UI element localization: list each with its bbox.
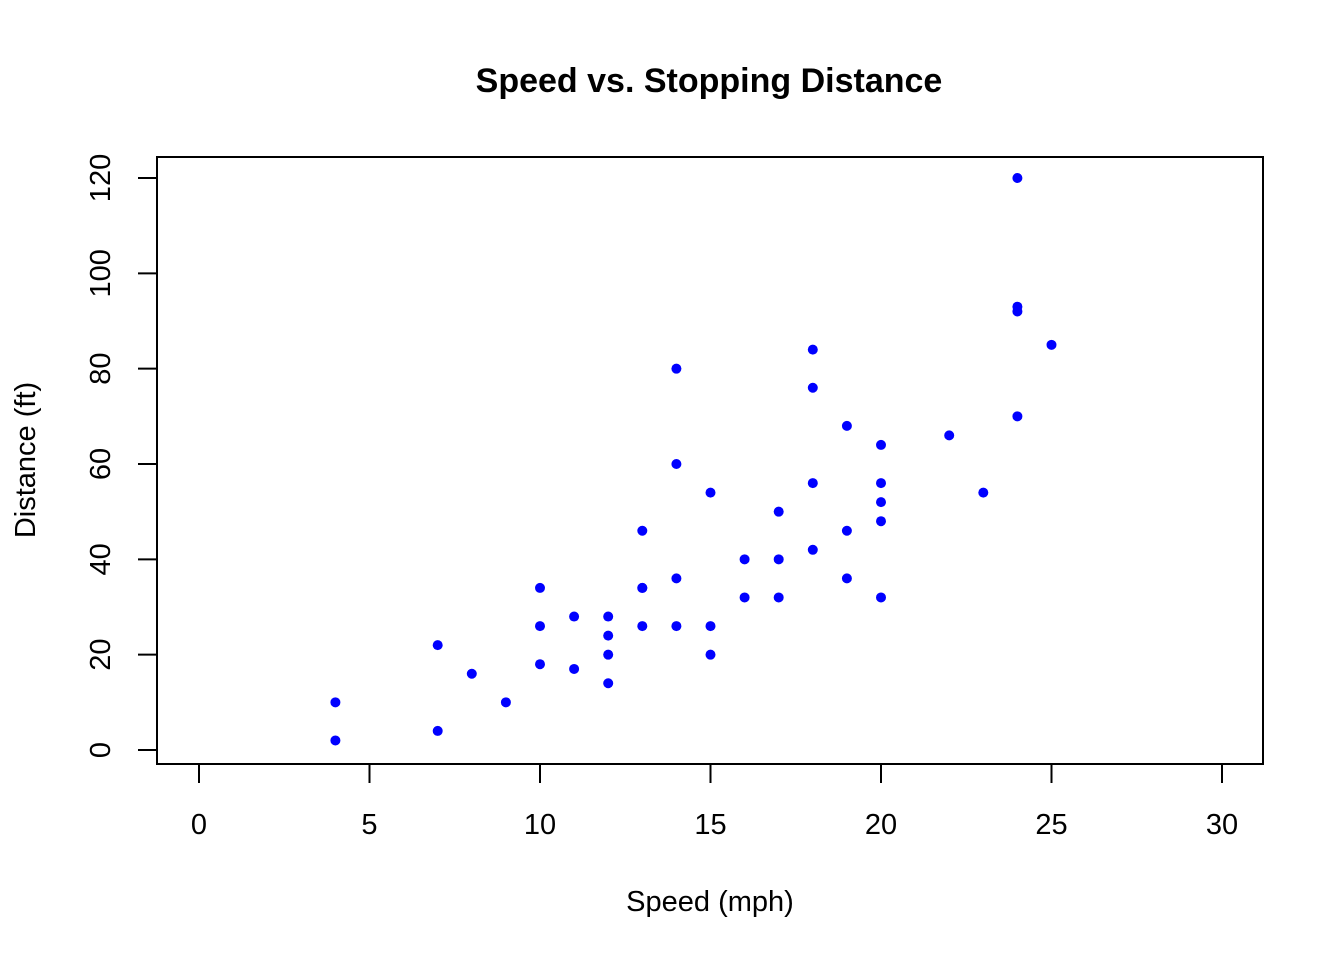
data-point: [671, 363, 682, 374]
y-tick-label: 60: [85, 448, 117, 480]
y-tick-label: 20: [85, 639, 117, 671]
data-point: [535, 582, 545, 593]
x-tick-label: 25: [1035, 809, 1067, 841]
y-tick-label: 40: [85, 543, 117, 575]
data-point: [876, 516, 886, 527]
x-axis-label: Speed (mph): [626, 886, 794, 918]
data-point: [739, 592, 750, 603]
data-points: [330, 173, 1057, 746]
x-tick-label: 15: [694, 809, 726, 841]
data-point: [773, 506, 784, 517]
data-point: [466, 668, 477, 679]
data-point: [876, 497, 886, 508]
data-point: [671, 459, 682, 469]
data-point: [705, 649, 716, 660]
data-point: [739, 554, 750, 565]
data-point: [330, 735, 341, 746]
data-point: [637, 582, 648, 593]
y-axis: 0 20 40 60 80 100 120: [85, 154, 158, 758]
x-axis: 0 5 10 15 20 25 30: [191, 763, 1238, 841]
x-tick-label: 20: [865, 809, 897, 841]
x-tick-label: 5: [361, 809, 377, 841]
data-point: [876, 592, 886, 603]
data-point: [432, 725, 443, 736]
data-point: [1012, 173, 1023, 183]
data-point: [841, 573, 852, 584]
data-point: [807, 478, 818, 489]
data-point: [1012, 301, 1023, 312]
data-point: [841, 420, 852, 431]
data-point: [944, 430, 955, 441]
x-tick-label: 0: [191, 809, 207, 841]
data-point: [603, 611, 614, 622]
y-axis-label: Distance (ft): [10, 382, 42, 538]
data-point: [500, 697, 511, 708]
data-point: [637, 621, 648, 632]
data-point: [569, 663, 580, 674]
data-point: [773, 554, 784, 565]
data-point: [330, 697, 341, 708]
data-point: [1046, 339, 1057, 350]
y-tick-label: 80: [85, 353, 117, 385]
data-point: [603, 630, 614, 641]
data-point: [671, 621, 682, 632]
data-point: [603, 649, 614, 660]
y-tick-label: 100: [85, 249, 117, 297]
data-point: [637, 525, 648, 536]
data-point: [671, 573, 682, 584]
y-tick-label: 0: [85, 742, 117, 758]
data-point: [876, 439, 886, 450]
data-point: [432, 640, 443, 651]
data-point: [807, 344, 818, 355]
data-point: [876, 478, 886, 489]
data-point: [535, 659, 545, 670]
data-point: [978, 487, 989, 498]
data-point: [603, 678, 614, 689]
data-point: [841, 525, 852, 536]
y-tick-label: 120: [85, 154, 117, 202]
data-point: [807, 382, 818, 393]
data-point: [773, 592, 784, 603]
data-point: [705, 621, 716, 632]
chart-title: Speed vs. Stopping Distance: [476, 62, 943, 100]
x-tick-label: 10: [524, 809, 556, 841]
x-tick-label: 30: [1206, 809, 1238, 841]
data-point: [705, 487, 716, 498]
plot-frame: [156, 156, 1264, 765]
data-point: [1012, 411, 1023, 422]
data-point: [535, 621, 545, 632]
data-point: [807, 544, 818, 555]
data-point: [569, 611, 580, 622]
